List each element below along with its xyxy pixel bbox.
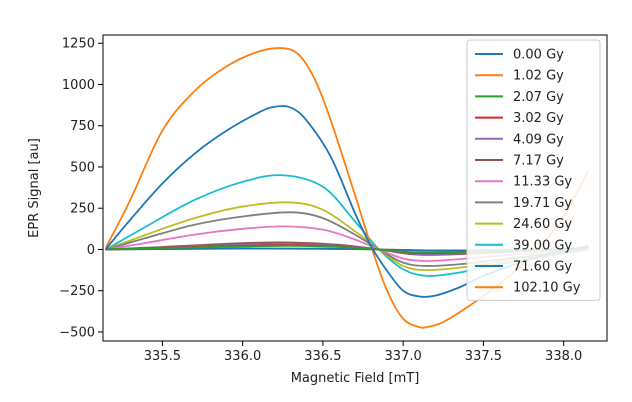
y-tick-label: 250 bbox=[70, 202, 95, 217]
legend-label-11: 102.10 Gy bbox=[513, 281, 581, 296]
y-tick-label: 500 bbox=[70, 160, 95, 175]
y-tick-label: 1000 bbox=[62, 78, 95, 93]
x-tick-label: 335.5 bbox=[144, 349, 181, 364]
x-tick-label: 338.0 bbox=[545, 349, 582, 364]
legend-label-0: 0.00 Gy bbox=[513, 48, 564, 63]
legend-label-3: 3.02 Gy bbox=[513, 111, 564, 126]
x-tick-label: 337.5 bbox=[465, 349, 502, 364]
y-tick-label: 1250 bbox=[62, 37, 95, 52]
x-tick-label: 337.0 bbox=[385, 349, 422, 364]
legend-label-6: 11.33 Gy bbox=[513, 175, 572, 190]
legend-label-8: 24.60 Gy bbox=[513, 217, 572, 232]
legend-label-5: 7.17 Gy bbox=[513, 154, 564, 169]
legend-label-7: 19.71 Gy bbox=[513, 196, 572, 211]
x-tick-label: 336.5 bbox=[304, 349, 341, 364]
legend-label-10: 71.60 Gy bbox=[513, 260, 572, 275]
legend-label-2: 2.07 Gy bbox=[513, 90, 564, 105]
legend-label-4: 4.09 Gy bbox=[513, 132, 564, 147]
x-axis-label: Magnetic Field [mT] bbox=[291, 371, 420, 386]
y-tick-label: 0 bbox=[87, 243, 95, 258]
legend-label-1: 1.02 Gy bbox=[513, 69, 564, 84]
plot-area-frame bbox=[102, 34, 608, 342]
y-tick-label: −500 bbox=[59, 325, 95, 340]
legend-label-9: 39.00 Gy bbox=[513, 238, 572, 253]
y-tick-label: 750 bbox=[70, 119, 95, 134]
series-line-9 bbox=[105, 174, 589, 277]
y-axis-label: EPR Signal [au] bbox=[27, 138, 42, 238]
y-axis-ticks: 1250 1000 750 500 250 0 −250 −500 bbox=[59, 37, 103, 340]
x-tick-label: 336.0 bbox=[224, 349, 261, 364]
x-axis-ticks: 335.5 336.0 336.5 337.0 337.5 338.0 bbox=[144, 341, 582, 364]
legend: 0.00 Gy 1.02 Gy 2.07 Gy 3.02 Gy 4.09 Gy 7.17 … bbox=[466, 39, 601, 301]
legend-box bbox=[466, 39, 601, 301]
y-tick-label: −250 bbox=[59, 284, 95, 299]
